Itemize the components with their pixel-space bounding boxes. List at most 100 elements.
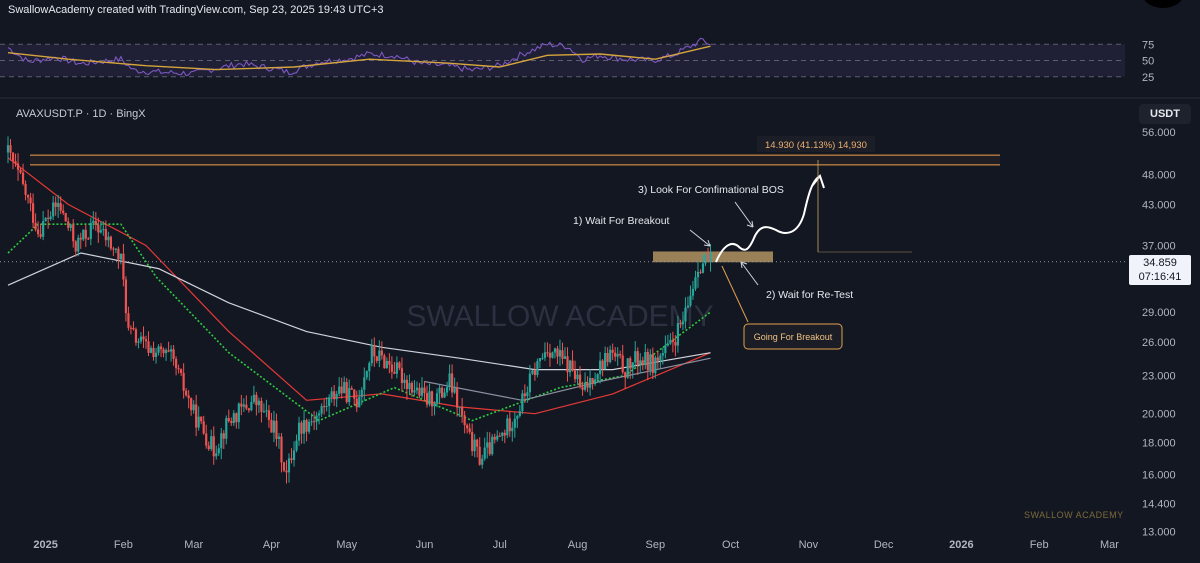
y-tick-label: 43.000	[1142, 199, 1176, 211]
candle-body	[99, 230, 102, 233]
candle-body	[77, 237, 80, 252]
candle-body	[383, 355, 386, 369]
annotation-retest[interactable]: 2) Wait for Re-Test	[766, 289, 853, 301]
candle-body	[157, 346, 160, 353]
candle-body	[44, 217, 47, 222]
candle-body	[169, 349, 173, 352]
candle-body	[200, 416, 203, 422]
candle-body	[112, 248, 115, 250]
time-axis[interactable]: 2025 Feb Mar Apr May Jun Jul Aug Sep Oct Nov Dec 202…	[33, 539, 1119, 551]
candle-body	[89, 223, 92, 240]
last-price-value: 34.859	[1143, 257, 1177, 269]
candle-body	[192, 404, 195, 411]
candle-body	[701, 263, 705, 273]
brand-footer: SWALLOW ACADEMY	[1024, 510, 1124, 520]
candle-body	[420, 387, 424, 396]
candle-body	[62, 210, 65, 214]
candle-body	[423, 387, 426, 394]
x-tick-label: 2026	[949, 539, 973, 551]
candle-body	[217, 448, 220, 454]
candle-body	[19, 169, 22, 173]
candle-body	[162, 349, 165, 354]
candle-body	[358, 397, 361, 408]
candle-body	[591, 377, 594, 384]
candle-body	[571, 360, 574, 371]
candles	[6, 136, 712, 484]
annotation-breakout[interactable]: 1) Wait For Breakout	[573, 215, 670, 227]
moving-average-line	[7, 157, 711, 415]
candle-body	[11, 152, 15, 162]
candle-body	[689, 295, 692, 306]
candle-body	[458, 406, 461, 408]
candle-body	[656, 357, 659, 361]
annotation-bos[interactable]: 3) Look For Confimational BOS	[638, 184, 784, 196]
drawing-zones[interactable]	[30, 154, 1000, 263]
candle-body	[164, 350, 168, 354]
candle-body	[338, 386, 341, 394]
x-tick-label: Jul	[493, 539, 507, 551]
candle-body	[556, 348, 559, 357]
candle-body	[641, 360, 644, 366]
going-label-box[interactable]	[743, 323, 843, 350]
candle-body	[295, 440, 298, 451]
candle-body	[348, 388, 351, 403]
rsi-level-label: 75	[1142, 39, 1154, 51]
breakout-zone[interactable]	[653, 251, 773, 263]
symbol-label: AVAXUSDT.P · 1D · BingX	[16, 108, 146, 120]
currency-button[interactable]: USDT	[1139, 104, 1191, 124]
candle-body	[548, 352, 552, 358]
candle-body	[558, 350, 562, 357]
candle-body	[350, 388, 353, 390]
candle-body	[676, 323, 680, 346]
candle-body	[21, 172, 25, 184]
candle-body	[649, 354, 652, 371]
candle-body	[523, 393, 526, 397]
candle-body	[287, 458, 291, 473]
corner-button[interactable]	[1142, 0, 1184, 8]
x-tick-label: Dec	[874, 539, 894, 551]
candle-body	[370, 345, 373, 364]
candle-body	[247, 408, 250, 411]
candle-body	[576, 374, 579, 380]
candle-body	[410, 382, 414, 393]
candle-body	[328, 397, 331, 406]
candle-body	[280, 436, 283, 463]
candle-body	[315, 415, 318, 422]
x-tick-label: Mar	[184, 539, 203, 551]
candle-body	[39, 234, 42, 237]
candle-body	[250, 401, 253, 411]
candle-body	[491, 436, 494, 455]
candle-body	[67, 221, 70, 228]
candle-body	[538, 358, 542, 362]
annotations[interactable]: 1) Wait For Breakout 3) Look For Confima…	[573, 136, 912, 350]
candle-body	[694, 277, 697, 289]
candle-body	[134, 329, 138, 343]
candle-body	[363, 377, 366, 390]
candle-body	[87, 238, 90, 240]
measure-label-box[interactable]	[757, 136, 875, 152]
candle-body	[681, 321, 685, 325]
resistance-zone[interactable]	[30, 155, 1000, 165]
candle-body	[533, 370, 536, 376]
candle-body	[706, 255, 710, 262]
candle-body	[453, 387, 456, 393]
candle-body	[325, 405, 328, 407]
candle-body	[415, 387, 419, 391]
candle-body	[478, 446, 481, 465]
candle-body	[398, 362, 401, 369]
candle-body	[513, 418, 516, 428]
candle-body	[473, 439, 476, 452]
candle-body	[42, 221, 45, 237]
candle-body	[260, 400, 263, 412]
candle-body	[418, 387, 421, 396]
candle-body	[375, 356, 378, 361]
candle-body	[149, 347, 153, 353]
y-tick-label: 18.000	[1142, 437, 1176, 449]
price-axis[interactable]: 56.000 48.000 43.000 37.000 29.000 26.000 23.0…	[1142, 127, 1176, 538]
y-tick-label: 16.000	[1142, 470, 1176, 482]
candle-body	[631, 362, 634, 369]
candle-body	[139, 336, 143, 342]
candle-body	[405, 379, 409, 390]
candle-body	[674, 342, 677, 346]
